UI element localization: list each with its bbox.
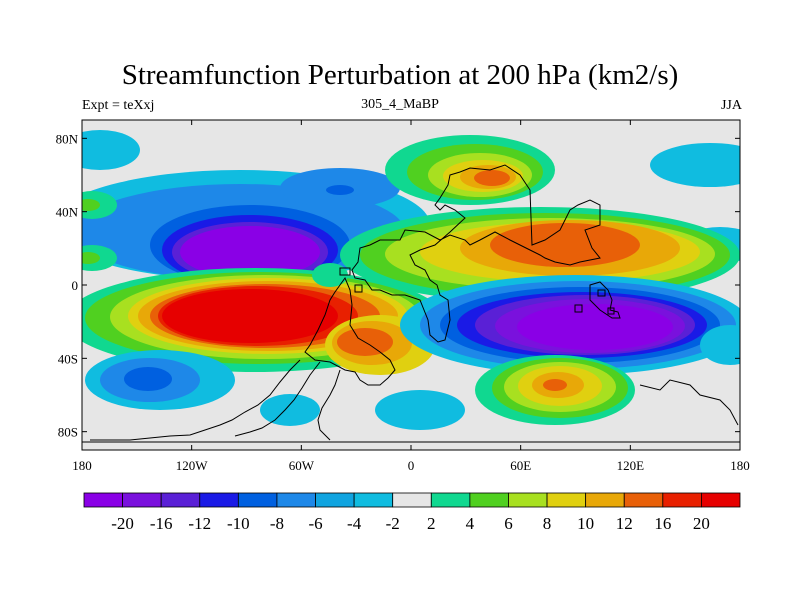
contour-band xyxy=(700,325,740,365)
colorbar-swatch xyxy=(392,492,432,508)
y-axis: 80N 40N 0 40S 80S xyxy=(56,131,740,440)
season-label: JJA xyxy=(720,98,742,113)
colorbar-label: -2 xyxy=(386,514,400,533)
contour-band xyxy=(162,289,338,343)
contour-band xyxy=(82,130,140,170)
colorbar-swatch xyxy=(122,492,162,508)
x-tick-label: 60E xyxy=(510,458,531,473)
colorbar-swatch xyxy=(701,492,741,508)
contour-layer xyxy=(82,130,740,443)
y-tick-label: 40S xyxy=(58,351,78,366)
colorbar-label: 4 xyxy=(466,514,475,533)
x-tick-label: 120E xyxy=(617,458,645,473)
colorbar-swatch xyxy=(623,492,664,508)
x-axis: 180 120W 60W 0 60E 120E 180 xyxy=(72,120,750,473)
contour-band xyxy=(82,252,100,264)
colorbar-label: -20 xyxy=(111,514,134,533)
colorbar-label: 16 xyxy=(654,514,671,533)
colorbar-swatch xyxy=(546,492,587,508)
chart-title: Streamfunction Perturbation at 200 hPa (… xyxy=(121,59,679,91)
contour-band xyxy=(326,185,354,195)
colorbar-swatch xyxy=(199,492,239,508)
colorbar-label: 2 xyxy=(427,514,436,533)
colorbar-swatch xyxy=(469,492,509,508)
colorbar-swatch xyxy=(83,492,123,508)
contour-band xyxy=(124,367,172,391)
colorbar-swatch xyxy=(508,492,548,508)
contour-band xyxy=(260,394,320,426)
contour-band xyxy=(490,223,640,267)
colorbar-label: 6 xyxy=(504,514,513,533)
colorbar-swatch xyxy=(276,492,316,508)
contour-band xyxy=(180,226,320,278)
colorbar-label: -10 xyxy=(227,514,250,533)
x-tick-label: 120W xyxy=(176,458,209,473)
colorbar-swatch xyxy=(585,492,625,508)
colorbar-label: -8 xyxy=(270,514,284,533)
contour-band xyxy=(375,390,465,430)
coastlines xyxy=(82,164,740,443)
case-label: 305_4_MaBP xyxy=(361,97,439,112)
x-tick-label: 60W xyxy=(289,458,315,473)
y-tick-label: 0 xyxy=(72,278,79,293)
colorbar: -20 -16 -12 -10 -8 -6 -4 -2 2 4 6 8 10 12 16 20 xyxy=(83,492,741,533)
colorbar-swatch xyxy=(430,492,471,508)
contour-band xyxy=(474,170,510,186)
y-tick-label: 80S xyxy=(58,425,78,440)
colorbar-label: 12 xyxy=(616,514,633,533)
colorbar-swatch xyxy=(353,492,394,508)
contour-band xyxy=(312,263,348,287)
contour-band xyxy=(543,379,567,391)
colorbar-label: -16 xyxy=(150,514,173,533)
colorbar-swatch xyxy=(160,492,201,508)
colorbar-swatch xyxy=(662,492,702,508)
y-tick-label: 40N xyxy=(56,205,79,220)
colorbar-label: 10 xyxy=(577,514,594,533)
y-tick-label: 80N xyxy=(56,131,79,146)
x-tick-label: 0 xyxy=(408,458,415,473)
contour-band xyxy=(517,304,673,350)
colorbar-label: -6 xyxy=(308,514,322,533)
contour-band xyxy=(82,199,100,211)
x-tick-label: 180 xyxy=(72,458,92,473)
contour-band xyxy=(650,143,740,187)
colorbar-label: -12 xyxy=(188,514,211,533)
colorbar-label: -4 xyxy=(347,514,362,533)
experiment-label: Expt = teXxj xyxy=(82,98,155,113)
x-tick-label: 180 xyxy=(730,458,750,473)
colorbar-label: 20 xyxy=(693,514,710,533)
colorbar-swatch xyxy=(315,492,355,508)
colorbar-label: 8 xyxy=(543,514,552,533)
colorbar-swatch xyxy=(237,492,278,508)
